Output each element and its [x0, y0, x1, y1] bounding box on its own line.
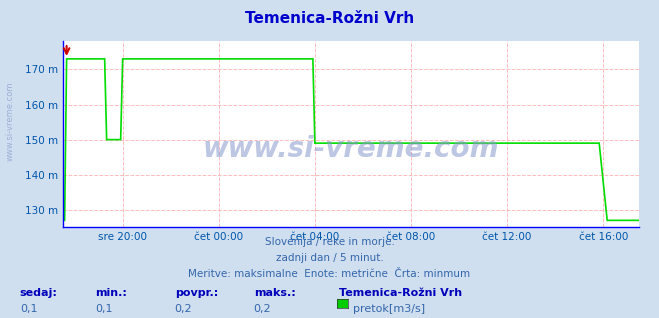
Text: 0,2: 0,2 — [175, 304, 192, 314]
Text: Meritve: maksimalne  Enote: metrične  Črta: minmum: Meritve: maksimalne Enote: metrične Črta… — [188, 269, 471, 279]
Text: zadnji dan / 5 minut.: zadnji dan / 5 minut. — [275, 253, 384, 263]
Text: Temenica-Rožni Vrh: Temenica-Rožni Vrh — [339, 288, 463, 298]
Text: 0,2: 0,2 — [254, 304, 272, 314]
Text: 0,1: 0,1 — [20, 304, 38, 314]
Text: povpr.:: povpr.: — [175, 288, 218, 298]
Text: www.si-vreme.com: www.si-vreme.com — [203, 135, 499, 163]
Text: Temenica-Rožni Vrh: Temenica-Rožni Vrh — [245, 11, 414, 26]
Text: 0,1: 0,1 — [96, 304, 113, 314]
Text: min.:: min.: — [96, 288, 127, 298]
Text: www.si-vreme.com: www.si-vreme.com — [5, 81, 14, 161]
Text: sedaj:: sedaj: — [20, 288, 57, 298]
Text: Slovenija / reke in morje.: Slovenija / reke in morje. — [264, 237, 395, 247]
Text: maks.:: maks.: — [254, 288, 295, 298]
Text: pretok[m3/s]: pretok[m3/s] — [353, 304, 424, 314]
